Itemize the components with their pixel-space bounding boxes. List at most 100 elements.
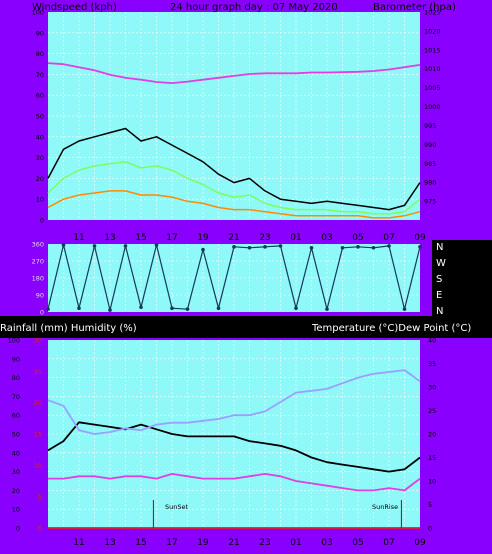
- rain-ytick-label: 25: [34, 368, 42, 376]
- rain-ytick-label: 0: [38, 525, 42, 533]
- direction-ytick-label: 360: [32, 241, 44, 249]
- temperature-xtick-label: 13: [104, 538, 115, 548]
- wind-xtick-label: 07: [383, 233, 394, 243]
- temperature-xtick-label: 19: [197, 538, 209, 548]
- wind-xtick-label: 21: [228, 233, 239, 243]
- direction-label-e: E: [436, 290, 442, 301]
- humidity-ytick-label: 20: [12, 487, 20, 495]
- windspeed-axis-title: Windspeed (kph): [32, 2, 117, 13]
- series-direction-line: [47, 244, 421, 311]
- wind-ytick-label: 40: [36, 133, 44, 141]
- barometer-ytick-label: 1015: [424, 46, 441, 54]
- barometer-ytick-label: 1020: [424, 27, 441, 35]
- direction-label-n-top: N: [436, 242, 443, 253]
- temperature-ytick-label: 40: [428, 337, 436, 345]
- mid-header-band: [0, 316, 492, 338]
- wind-xtick-label: 23: [259, 233, 270, 243]
- humidity-ytick-label: 100: [8, 337, 20, 345]
- series-dew-point-line: [48, 472, 421, 492]
- temperature-xtick-label: 05: [352, 538, 363, 548]
- direction-ytick-label: 90: [36, 292, 44, 300]
- wind-xtick-label: 09: [414, 233, 426, 243]
- rain-humidity-axis-title: Rainfall (mm) Humidity (%): [0, 323, 137, 334]
- temperature-xtick-label: 11: [73, 538, 84, 548]
- direction-ytick-label: 180: [32, 275, 44, 283]
- rain-ytick-label: 10: [34, 462, 42, 470]
- barometer-ytick-label: 985: [424, 160, 436, 168]
- temperature-ytick-label: 20: [428, 431, 436, 439]
- direction-ytick-label: 270: [32, 258, 44, 266]
- series-humidity-line: [47, 369, 421, 435]
- rain-ytick-label: 15: [34, 431, 42, 439]
- barometer-axis-title: Barometer (hpa): [373, 2, 456, 13]
- wind-xtick-label: 11: [73, 233, 84, 243]
- humidity-ytick-label: 90: [12, 355, 20, 363]
- series-average-line: [47, 161, 421, 215]
- temperature-xtick-label: 01: [290, 538, 301, 548]
- wind-ytick-label: 50: [36, 113, 44, 121]
- direction-label-w: W: [436, 258, 446, 269]
- rain-ytick-label: 5: [38, 493, 42, 501]
- humidity-ytick-label: 30: [12, 468, 20, 476]
- temperature-ytick-label: 25: [428, 407, 436, 415]
- wind-xtick-label: 03: [321, 233, 332, 243]
- barometer-ytick-label: 1005: [424, 84, 441, 92]
- direction-label-s: S: [436, 274, 442, 285]
- barometer-ytick-label: 995: [424, 122, 436, 130]
- humidity-ytick-label: 70: [12, 393, 20, 401]
- temperature-ytick-label: 10: [428, 478, 436, 486]
- wind-ytick-label: 20: [36, 175, 44, 183]
- temperature-ytick-label: 35: [428, 360, 436, 368]
- direction-ytick-label: 0: [40, 309, 44, 317]
- barometer-ytick-label: 975: [424, 198, 436, 206]
- temperature-xtick-label: 09: [414, 538, 426, 548]
- sunset-annotation: SunSet: [165, 503, 188, 511]
- wind-ytick-label: 30: [36, 154, 44, 162]
- wind-ytick-label: 0: [40, 217, 44, 225]
- temperature-xtick-label: 23: [259, 538, 270, 548]
- barometer-ytick-label: 990: [424, 141, 436, 149]
- series-gust-line: [47, 127, 421, 211]
- wind-xtick-label: 19: [197, 233, 209, 243]
- barometer-ytick-label: 1010: [424, 65, 441, 73]
- wind-xtick-label: 15: [135, 233, 146, 243]
- temp-dewpoint-axis-title: Temperature (°C)Dew Point (°C): [311, 323, 471, 334]
- wind-ytick-label: 70: [36, 71, 44, 79]
- temperature-ytick-label: 5: [428, 501, 432, 509]
- wind-ytick-label: 80: [36, 50, 44, 58]
- wind-xtick-label: 01: [290, 233, 301, 243]
- humidity-ytick-label: 10: [12, 506, 20, 514]
- humidity-ytick-label: 0: [16, 525, 20, 533]
- barometer-ytick-label: 1025: [424, 9, 441, 17]
- direction-legend-band: [432, 240, 492, 318]
- temperature-ytick-label: 30: [428, 384, 436, 392]
- temperature-ytick-label: 15: [428, 454, 436, 462]
- series-minimum-line: [47, 190, 421, 219]
- humidity-ytick-label: 80: [12, 374, 20, 382]
- wind-xtick-label: 13: [104, 233, 115, 243]
- wind-xtick-label: 05: [352, 233, 363, 243]
- barometer-ytick-label: 1000: [424, 103, 441, 111]
- temperature-xtick-label: 03: [321, 538, 332, 548]
- temperature-xtick-label: 15: [135, 538, 146, 548]
- humidity-ytick-label: 50: [12, 431, 20, 439]
- series-barometer-line: [47, 62, 421, 84]
- series-temperature-line: [47, 421, 421, 473]
- wind-xtick-label: 17: [166, 233, 177, 243]
- wind-ytick-label: 90: [36, 29, 44, 37]
- sunrise-annotation: SunRise: [372, 503, 398, 511]
- direction-label-n-bottom: N: [436, 306, 443, 317]
- wind-ytick-label: 100: [32, 9, 44, 17]
- wind-ytick-label: 10: [36, 196, 44, 204]
- chart-title: 24 hour graph day : 07 May 2020: [170, 2, 338, 13]
- humidity-ytick-label: 60: [12, 412, 20, 420]
- temperature-xtick-label: 21: [228, 538, 239, 548]
- temperature-ytick-label: 0: [428, 525, 432, 533]
- wind-ytick-label: 60: [36, 92, 44, 100]
- rain-ytick-label: 20: [34, 399, 42, 407]
- humidity-ytick-label: 40: [12, 449, 20, 457]
- rain-ytick-label: 30: [34, 337, 42, 345]
- temperature-xtick-label: 07: [383, 538, 394, 548]
